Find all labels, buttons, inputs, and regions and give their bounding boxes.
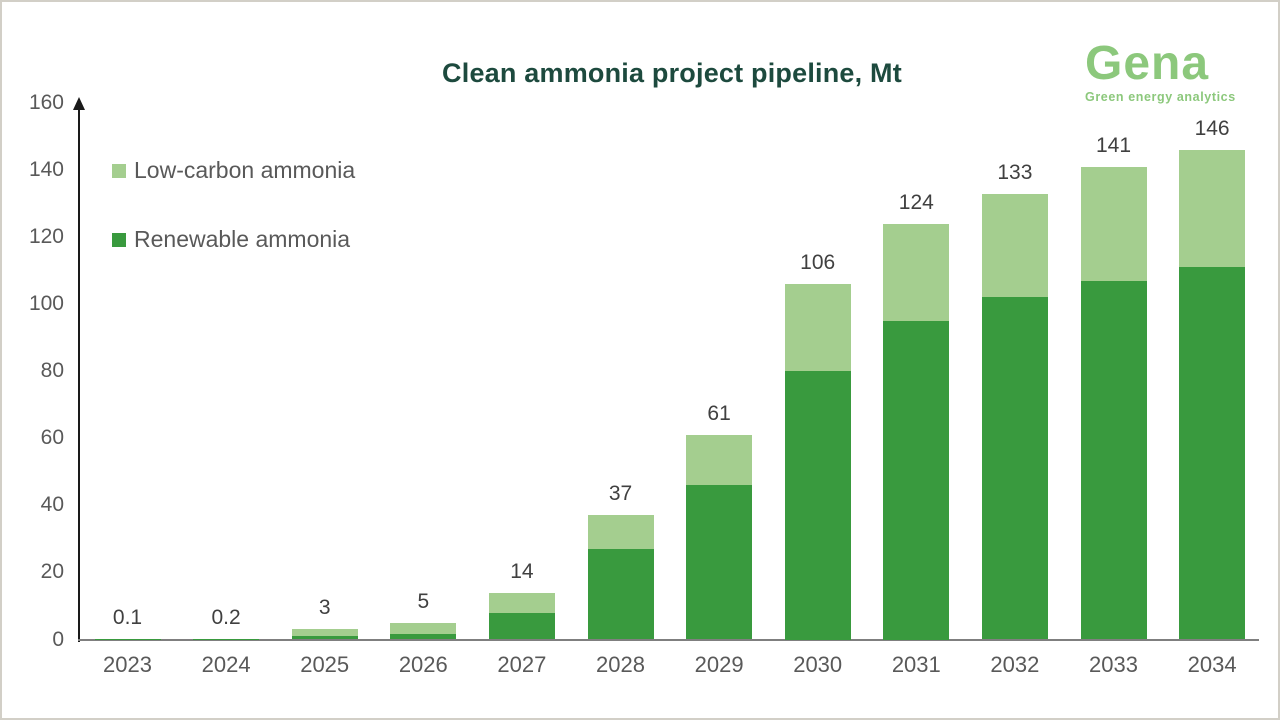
- x-axis-label-2027: 2027: [497, 651, 547, 677]
- x-axis-label-2029: 2029: [694, 651, 744, 677]
- bar-renewable-2025: [291, 636, 358, 640]
- logo-wordmark: Gena: [1085, 37, 1210, 90]
- y-tick-label: 20: [40, 560, 64, 584]
- bar-total-label-2023: 0.1: [112, 606, 143, 630]
- legend-item-low-carbon: Low-carbon ammonia: [112, 157, 355, 184]
- y-tick-label: 0: [52, 627, 64, 651]
- bar-low-carbon-2026: [390, 622, 457, 635]
- bar-renewable-2030: [784, 371, 851, 640]
- legend-label-renewable: Renewable ammonia: [134, 226, 351, 252]
- bar-renewable-2028: [587, 548, 654, 640]
- gena-logo: Gena Green energy analytics: [1085, 37, 1245, 105]
- bar-total-label-2027: 14: [510, 559, 534, 583]
- x-axis-label-2026: 2026: [398, 651, 448, 677]
- y-axis-line: [78, 108, 80, 642]
- x-axis-label-2028: 2028: [596, 651, 645, 677]
- x-axis-label-2033: 2033: [1089, 651, 1138, 677]
- bar-low-carbon-2025: [291, 629, 358, 637]
- y-tick-label: 100: [28, 292, 64, 316]
- bar-total-label-2032: 133: [997, 160, 1033, 184]
- bar-low-carbon-2033: [1080, 166, 1147, 281]
- y-tick-label: 120: [28, 225, 64, 249]
- x-axis-label-2030: 2030: [793, 651, 843, 677]
- bar-low-carbon-2031: [883, 223, 950, 321]
- bar-total-label-2029: 61: [707, 401, 731, 425]
- bar-total-label-2028: 37: [608, 482, 633, 506]
- bar-total-label-2025: 3: [318, 596, 331, 620]
- y-tick-label: 60: [40, 426, 64, 450]
- bar-total-label-2034: 146: [1194, 116, 1230, 140]
- bar-low-carbon-2034: [1179, 149, 1246, 268]
- bar-low-carbon-2032: [981, 193, 1048, 298]
- bar-renewable-2033: [1080, 280, 1147, 640]
- y-tick-label: 160: [28, 91, 64, 114]
- legend-item-renewable: Renewable ammonia: [112, 226, 355, 253]
- bar-renewable-2027: [488, 612, 555, 640]
- legend: Low-carbon ammonia Renewable ammonia: [112, 157, 355, 295]
- bar-renewable-2024: [193, 638, 260, 640]
- bar-renewable-2029: [686, 485, 753, 640]
- bar-low-carbon-2029: [686, 434, 753, 486]
- bar-total-label-2033: 141: [1095, 133, 1132, 157]
- bar-total-label-2026: 5: [417, 589, 430, 613]
- bar-total-label-2030: 106: [800, 251, 836, 275]
- bar-renewable-2031: [883, 320, 950, 640]
- renewable-swatch-icon: [112, 232, 126, 247]
- bar-renewable-2023: [94, 638, 161, 640]
- x-axis-label-2024: 2024: [201, 651, 251, 677]
- x-axis-label-2023: 2023: [103, 651, 152, 677]
- x-axis-line: [78, 638, 1259, 641]
- bar-low-carbon-2027: [488, 592, 555, 613]
- bar-renewable-2034: [1179, 267, 1246, 640]
- bar-renewable-2026: [390, 634, 457, 640]
- x-axis-label-2034: 2034: [1187, 651, 1237, 677]
- y-axis-arrow-icon: [73, 97, 85, 110]
- chart-title: Clean ammonia project pipeline, Mt: [442, 58, 902, 88]
- bar-total-label-2024: 0.2: [211, 605, 241, 629]
- y-tick-label: 140: [28, 158, 64, 182]
- bar-low-carbon-2030: [784, 284, 851, 372]
- y-tick-label: 40: [40, 493, 64, 517]
- x-axis-label-2031: 2031: [891, 651, 941, 677]
- logo-tagline: Green energy analytics: [1085, 90, 1236, 104]
- x-axis-label-2025: 2025: [300, 651, 350, 677]
- x-axis-label-2032: 2032: [990, 651, 1040, 677]
- y-tick-label: 80: [40, 359, 64, 383]
- legend-label-low-carbon: Low-carbon ammonia: [134, 157, 356, 183]
- low-carbon-swatch-icon: [112, 163, 126, 178]
- bar-low-carbon-2028: [587, 515, 654, 549]
- bar-renewable-2032: [981, 297, 1048, 640]
- bar-total-label-2031: 124: [898, 190, 934, 214]
